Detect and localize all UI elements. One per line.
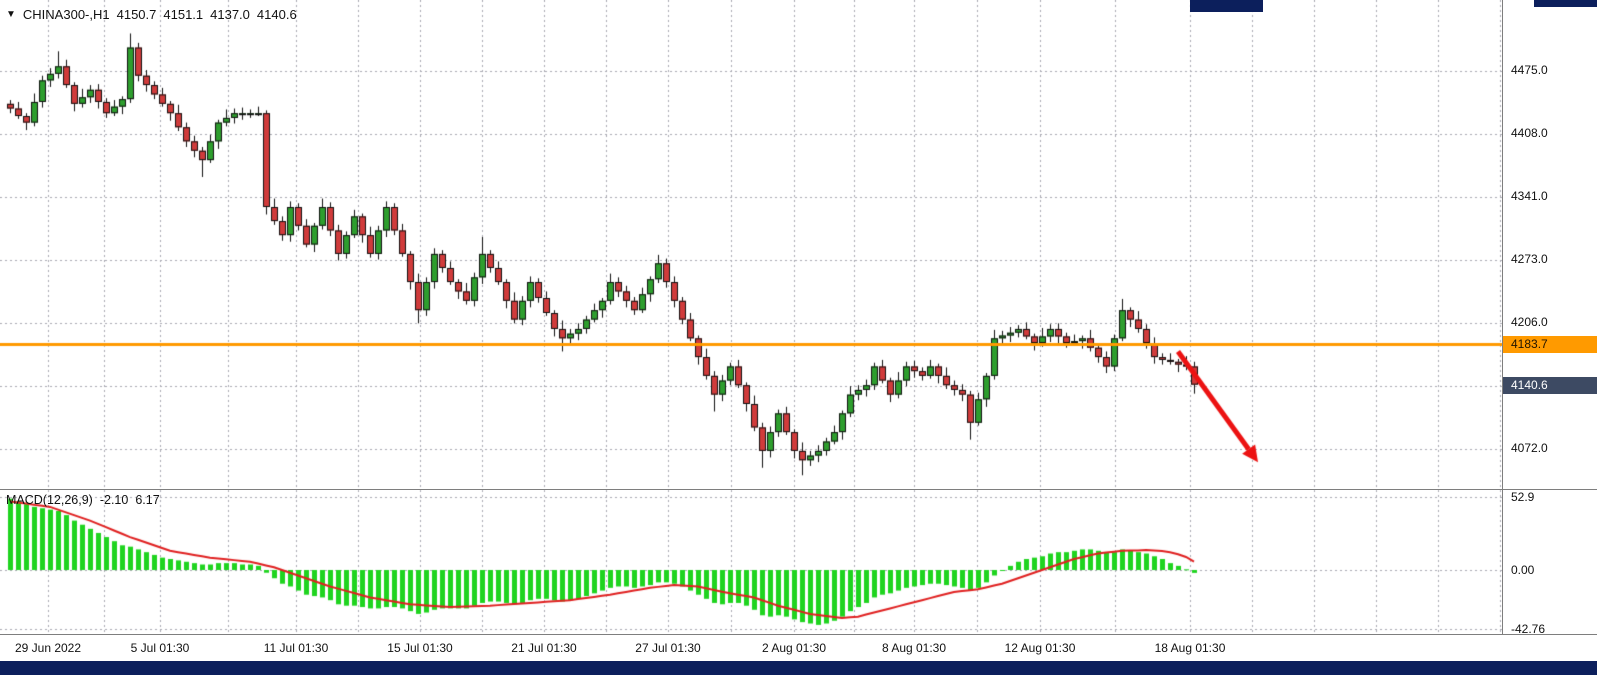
time-tick-label: 5 Jul 01:30: [130, 641, 190, 655]
hline-price-badge: 4183.7: [1503, 336, 1597, 354]
price-tick-label: 4206.0: [1511, 315, 1548, 330]
macd-tick-label: 52.9: [1511, 490, 1535, 505]
time-tick-label: 21 Jul 01:30: [511, 641, 577, 655]
bar-low-value: 4137.0: [210, 7, 250, 22]
window-chrome-top-right: [1190, 0, 1263, 12]
price-tick-label: 4475.0: [1511, 63, 1548, 77]
price-tick-label: 4273.0: [1511, 252, 1548, 267]
window-chrome-bottom: [0, 661, 1597, 675]
time-tick-label: 2 Aug 01:30: [761, 641, 827, 655]
price-tick-label: 4341.0: [1511, 188, 1548, 203]
price-chart-canvas[interactable]: [0, 0, 1502, 634]
time-tick-label: 15 Jul 01:30: [387, 641, 453, 655]
pane-separator[interactable]: [0, 489, 1597, 490]
time-tick-label: 12 Aug 01:30: [1004, 641, 1076, 655]
macd-tick-label: -42.76: [1511, 621, 1546, 636]
price-tick-label: 4408.0: [1511, 125, 1548, 140]
bar-open-value: 4150.7: [116, 7, 157, 22]
time-tick-label: 27 Jul 01:30: [635, 641, 701, 655]
time-tick-label: 29 Jun 2022: [14, 641, 82, 655]
time-tick-label: 8 Aug 01:30: [881, 641, 947, 655]
macd-indicator-label: MACD(12,26,9) -2.10 6.17: [6, 493, 160, 507]
time-tick-label: 18 Aug 01:30: [1154, 641, 1226, 655]
symbol-dropdown-icon[interactable]: ▼: [6, 9, 16, 20]
price-axis[interactable]: 4183.7 4140.6 4475.0 4408.0 4341.0 4273.0 42…: [1502, 0, 1597, 661]
indicator-macd-value: -2.10: [99, 493, 129, 507]
macd-tick-label: 0.00: [1511, 563, 1535, 577]
symbol-ohlc-header: ▼ CHINA300-,H1 4150.7 4151.1 4137.0 4140…: [6, 7, 297, 22]
bar-high-value: 4151.1: [163, 7, 204, 22]
chart-surface[interactable]: ▼ CHINA300-,H1 4150.7 4151.1 4137.0 4140…: [0, 0, 1502, 661]
time-axis[interactable]: 29 Jun 2022 5 Jul 01:30 11 Jul 01:30 15 Jul…: [0, 634, 1597, 661]
time-tick-label: 11 Jul 01:30: [263, 641, 329, 655]
bar-close-value: 4140.6: [256, 7, 297, 22]
current-price-badge: 4140.6: [1503, 376, 1597, 394]
symbol-name: CHINA300-,H1: [22, 7, 110, 22]
indicator-signal-value: 6.17: [135, 493, 160, 507]
indicator-name: MACD(12,26,9): [6, 493, 93, 507]
price-tick-label: 4072.0: [1511, 441, 1548, 455]
window-chrome-top-corner: [1534, 0, 1597, 7]
